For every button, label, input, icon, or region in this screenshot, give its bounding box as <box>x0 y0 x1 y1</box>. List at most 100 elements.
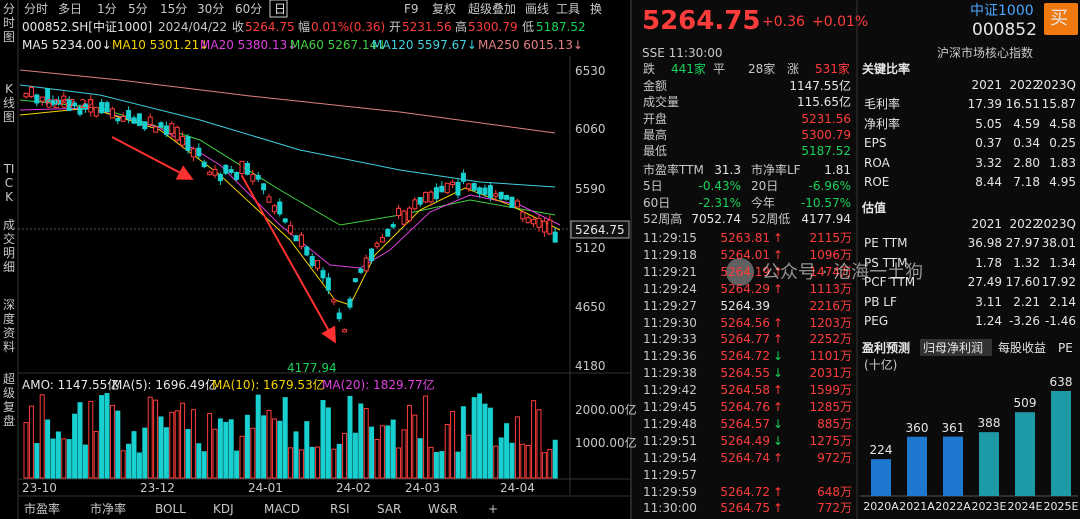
period-tab[interactable]: 分时 <box>24 2 49 16</box>
tool-button[interactable]: 画线 <box>525 2 550 16</box>
candle-body <box>271 205 277 213</box>
candle-body <box>228 169 234 173</box>
volume-bar <box>82 444 88 479</box>
tick-volume: 1113万 <box>809 281 852 296</box>
volume-bar <box>536 409 542 479</box>
period-tab[interactable]: 15分 <box>160 2 188 16</box>
side-tab[interactable]: TICK <box>3 162 15 204</box>
stat-label: 成交量 <box>643 95 680 110</box>
volume-bar <box>358 403 364 479</box>
candle-body <box>309 256 315 267</box>
forecast-tab[interactable]: 每股收益 <box>998 341 1047 355</box>
tick-time: 11:29:54 <box>643 450 697 465</box>
forecast-year: 2020A <box>863 500 899 513</box>
price-axis-label: 5120 <box>575 241 606 255</box>
indicator-tab[interactable]: RSI <box>330 502 350 516</box>
volume-bar <box>266 409 272 479</box>
volume-bar <box>212 428 218 479</box>
candle-body <box>525 217 531 224</box>
forecast-unit: (十亿) <box>864 358 898 372</box>
tick-direction: ↑ <box>773 450 784 465</box>
ratio-value: 38.01 <box>1041 236 1076 250</box>
watermark: 公众号 · 沧海一土狗 <box>762 262 924 283</box>
indicator-tab[interactable]: + <box>488 502 499 516</box>
volume-bar <box>217 418 223 479</box>
tick-direction: ↑ <box>773 383 784 398</box>
ratio-value: 4.58 <box>1049 116 1076 131</box>
volume-bar <box>234 450 240 479</box>
tick-volume: 1474万 <box>809 264 852 279</box>
ratio-label: ROE <box>864 175 890 189</box>
stat-label: 开盘 <box>643 111 668 126</box>
side-tab[interactable]: 分时图 <box>2 2 15 44</box>
candle-body <box>126 110 132 120</box>
ratio-label: 净利率 <box>864 116 901 131</box>
tool-button[interactable]: F9 <box>404 2 419 16</box>
volume-bar <box>342 432 348 479</box>
ratio-value: 27.97 <box>1005 236 1040 250</box>
indicator-tab[interactable]: MACD <box>264 502 300 516</box>
ratio-value: -3.26 <box>1008 314 1040 328</box>
period-tab[interactable]: 60分 <box>235 2 263 16</box>
period-tab[interactable]: 1分 <box>97 2 117 16</box>
candle-body <box>487 185 493 198</box>
indicator-tab[interactable]: KDJ <box>213 502 234 516</box>
stat-value: -6.96% <box>808 179 851 194</box>
tick-volume: 972万 <box>817 450 852 465</box>
tick-volume: 885万 <box>817 416 852 431</box>
side-tab[interactable]: 深度资料 <box>2 298 15 354</box>
volume-bar <box>45 419 51 479</box>
tick-volume: 2252万 <box>809 332 852 347</box>
candle-body <box>28 87 34 98</box>
tick-direction: ↓ <box>773 416 784 431</box>
period-tab[interactable]: 日 <box>274 2 287 16</box>
period-tab[interactable]: 多日 <box>58 2 83 16</box>
tick-price: 5264.39 <box>720 298 770 313</box>
candle-body <box>223 164 229 174</box>
tool-button[interactable]: 换 <box>590 2 603 16</box>
indicator-tab[interactable]: SAR <box>377 502 402 516</box>
year-header: 2021 <box>971 217 1002 231</box>
stat-label: 5日 <box>643 179 663 194</box>
ratio-label: PCF TTM <box>864 275 916 289</box>
tool-button[interactable]: 超级叠加 <box>468 2 517 16</box>
ratio-value: 8.44 <box>975 175 1002 189</box>
forecast-tab[interactable]: 归母净利润 <box>923 341 984 355</box>
volume-bar <box>88 400 94 479</box>
candle-body <box>207 171 213 176</box>
candle-body <box>336 312 342 320</box>
volume-bar <box>439 451 445 479</box>
indicator-tab[interactable]: 市净率 <box>90 502 127 516</box>
ratio-value: 1.32 <box>1013 255 1040 270</box>
volume-bar <box>396 447 402 479</box>
stat-value: 7052.74 <box>691 211 741 226</box>
forecast-tab[interactable]: PE <box>1058 341 1073 355</box>
period-tab[interactable]: 30分 <box>197 2 225 16</box>
tool-button[interactable]: 复权 <box>432 2 457 16</box>
indicator-tab[interactable]: 市盈率 <box>24 502 61 516</box>
volume-bar <box>471 397 477 479</box>
indicator-tab[interactable]: W&R <box>428 502 458 516</box>
ratio-value: 5.05 <box>975 116 1002 131</box>
volume-bar <box>433 452 439 479</box>
indicator-tab[interactable]: BOLL <box>155 502 186 516</box>
period-tab[interactable]: 5分 <box>128 2 148 16</box>
tick-volume: 2031万 <box>809 366 852 381</box>
forecast-year: 2023E <box>971 500 1007 513</box>
ratio-value: 16.51 <box>1005 97 1040 111</box>
volume-bar <box>39 394 45 479</box>
tick-price: 5264.72 <box>720 349 770 364</box>
side-tab[interactable]: K线图 <box>2 82 15 124</box>
side-tab[interactable]: 超级复盘 <box>2 372 15 428</box>
tool-button[interactable]: 工具 <box>556 2 581 16</box>
buy-button-bg[interactable] <box>1044 3 1078 35</box>
volume-bar <box>207 413 213 479</box>
year-header: 2023Q <box>1036 78 1076 92</box>
tick-volume: 648万 <box>817 484 852 499</box>
volume-bar <box>525 445 531 479</box>
buy-button[interactable]: 买 <box>1050 8 1068 29</box>
date-label: 24-01 <box>248 481 283 495</box>
side-tab[interactable]: 成交明细 <box>2 218 15 274</box>
forecast-bar <box>1051 391 1071 496</box>
stat-label: 最低 <box>643 144 668 159</box>
